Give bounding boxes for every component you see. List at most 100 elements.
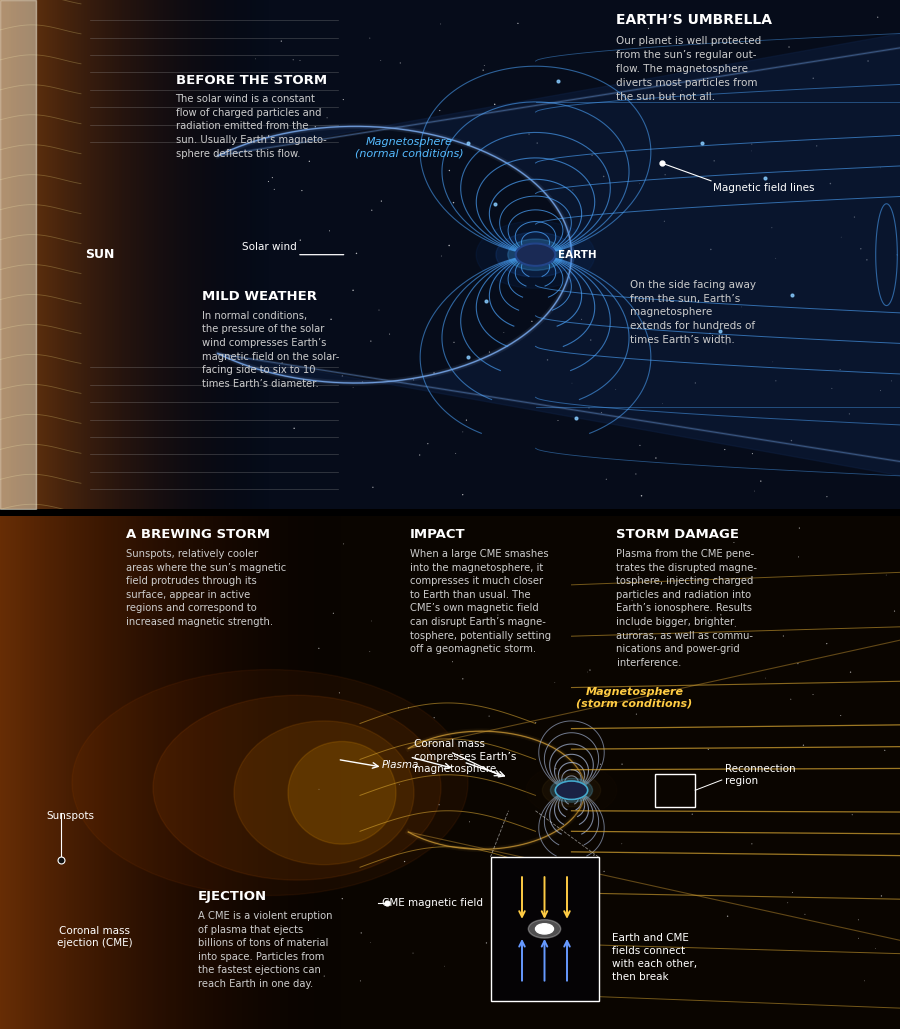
Circle shape — [543, 774, 600, 807]
Point — [528, 714, 543, 731]
Text: Plasma from the CME pene-
trates the disrupted magne-
tosphere, injecting charge: Plasma from the CME pene- trates the dis… — [616, 548, 758, 668]
Point — [324, 311, 338, 327]
Text: EARTH’S UMBRELLA: EARTH’S UMBRELLA — [616, 12, 772, 27]
Circle shape — [508, 239, 563, 271]
Polygon shape — [218, 31, 900, 478]
Point — [393, 55, 408, 71]
Point — [551, 413, 565, 429]
Point — [719, 335, 733, 352]
Point — [861, 52, 876, 69]
Point — [406, 371, 420, 388]
Point — [642, 21, 656, 37]
Point — [608, 382, 623, 398]
Point — [615, 836, 629, 852]
Point — [420, 435, 435, 452]
Ellipse shape — [153, 696, 441, 880]
Point — [797, 907, 812, 923]
Circle shape — [555, 781, 588, 800]
Point — [566, 182, 580, 199]
Point — [428, 896, 443, 913]
Point — [356, 374, 370, 390]
Point — [427, 365, 441, 382]
Point — [792, 520, 806, 536]
Point — [658, 167, 672, 183]
Point — [446, 653, 460, 670]
Point — [581, 399, 596, 416]
Point — [769, 250, 783, 267]
Text: When a large CME smashes
into the magnetosphere, it
compresses it much closer
to: When a large CME smashes into the magnet… — [410, 548, 551, 654]
Point — [688, 375, 703, 391]
Point — [769, 372, 783, 389]
Point — [657, 213, 671, 229]
Point — [820, 635, 834, 651]
Text: Plasma: Plasma — [382, 759, 419, 770]
Point — [286, 51, 301, 68]
Point — [634, 488, 649, 504]
Point — [851, 912, 866, 928]
Point — [887, 603, 900, 619]
Point — [820, 489, 834, 505]
Point — [364, 333, 378, 350]
Text: EARTH: EARTH — [558, 250, 597, 259]
Point — [578, 245, 592, 261]
Point — [847, 209, 861, 225]
Point — [274, 33, 289, 49]
Point — [437, 958, 452, 974]
Point — [248, 50, 263, 67]
Point — [796, 737, 811, 753]
Point — [879, 567, 894, 583]
Point — [326, 605, 340, 622]
Point — [427, 709, 441, 725]
Ellipse shape — [72, 670, 468, 895]
Text: MILD WEATHER: MILD WEATHER — [202, 290, 318, 304]
Point — [308, 118, 322, 135]
Point — [292, 52, 307, 69]
Point — [522, 126, 536, 142]
Point — [806, 686, 820, 703]
Point — [491, 607, 505, 624]
Point — [353, 972, 367, 989]
Point — [734, 298, 749, 315]
Point — [633, 437, 647, 454]
Point — [625, 593, 639, 609]
Text: EJECTION: EJECTION — [198, 890, 267, 903]
Point — [714, 606, 728, 623]
Point — [482, 708, 496, 724]
Point — [477, 58, 491, 74]
Point — [833, 707, 848, 723]
Point — [776, 628, 790, 644]
Point — [685, 806, 699, 822]
Point — [479, 934, 493, 951]
Point — [335, 890, 349, 907]
Point — [266, 170, 280, 186]
Text: Coronal mass
compresses Earth’s
magnetosphere: Coronal mass compresses Earth’s magnetos… — [414, 739, 517, 775]
Point — [442, 238, 456, 254]
Point — [398, 853, 412, 870]
Text: Our planet is well protected
from the sun’s regular out-
flow. The magnetosphere: Our planet is well protected from the su… — [616, 36, 761, 102]
Point — [704, 241, 718, 257]
Point — [258, 287, 273, 304]
Point — [744, 143, 759, 159]
Point — [412, 447, 427, 463]
Point — [782, 39, 796, 56]
Bar — [491, 857, 598, 1001]
Point — [337, 536, 351, 553]
Point — [283, 91, 297, 107]
Point — [631, 566, 645, 582]
Text: STORM DAMAGE: STORM DAMAGE — [616, 528, 740, 541]
Point — [599, 471, 614, 488]
Point — [824, 380, 839, 396]
Point — [432, 796, 446, 813]
Point — [346, 282, 360, 298]
Circle shape — [496, 233, 575, 277]
Point — [463, 814, 477, 830]
Point — [322, 222, 337, 239]
Point — [401, 700, 416, 716]
Point — [336, 92, 350, 108]
Point — [728, 618, 742, 635]
Point — [857, 972, 871, 989]
Point — [758, 670, 772, 686]
Point — [720, 908, 734, 924]
Point — [703, 325, 717, 342]
Point — [346, 380, 360, 396]
